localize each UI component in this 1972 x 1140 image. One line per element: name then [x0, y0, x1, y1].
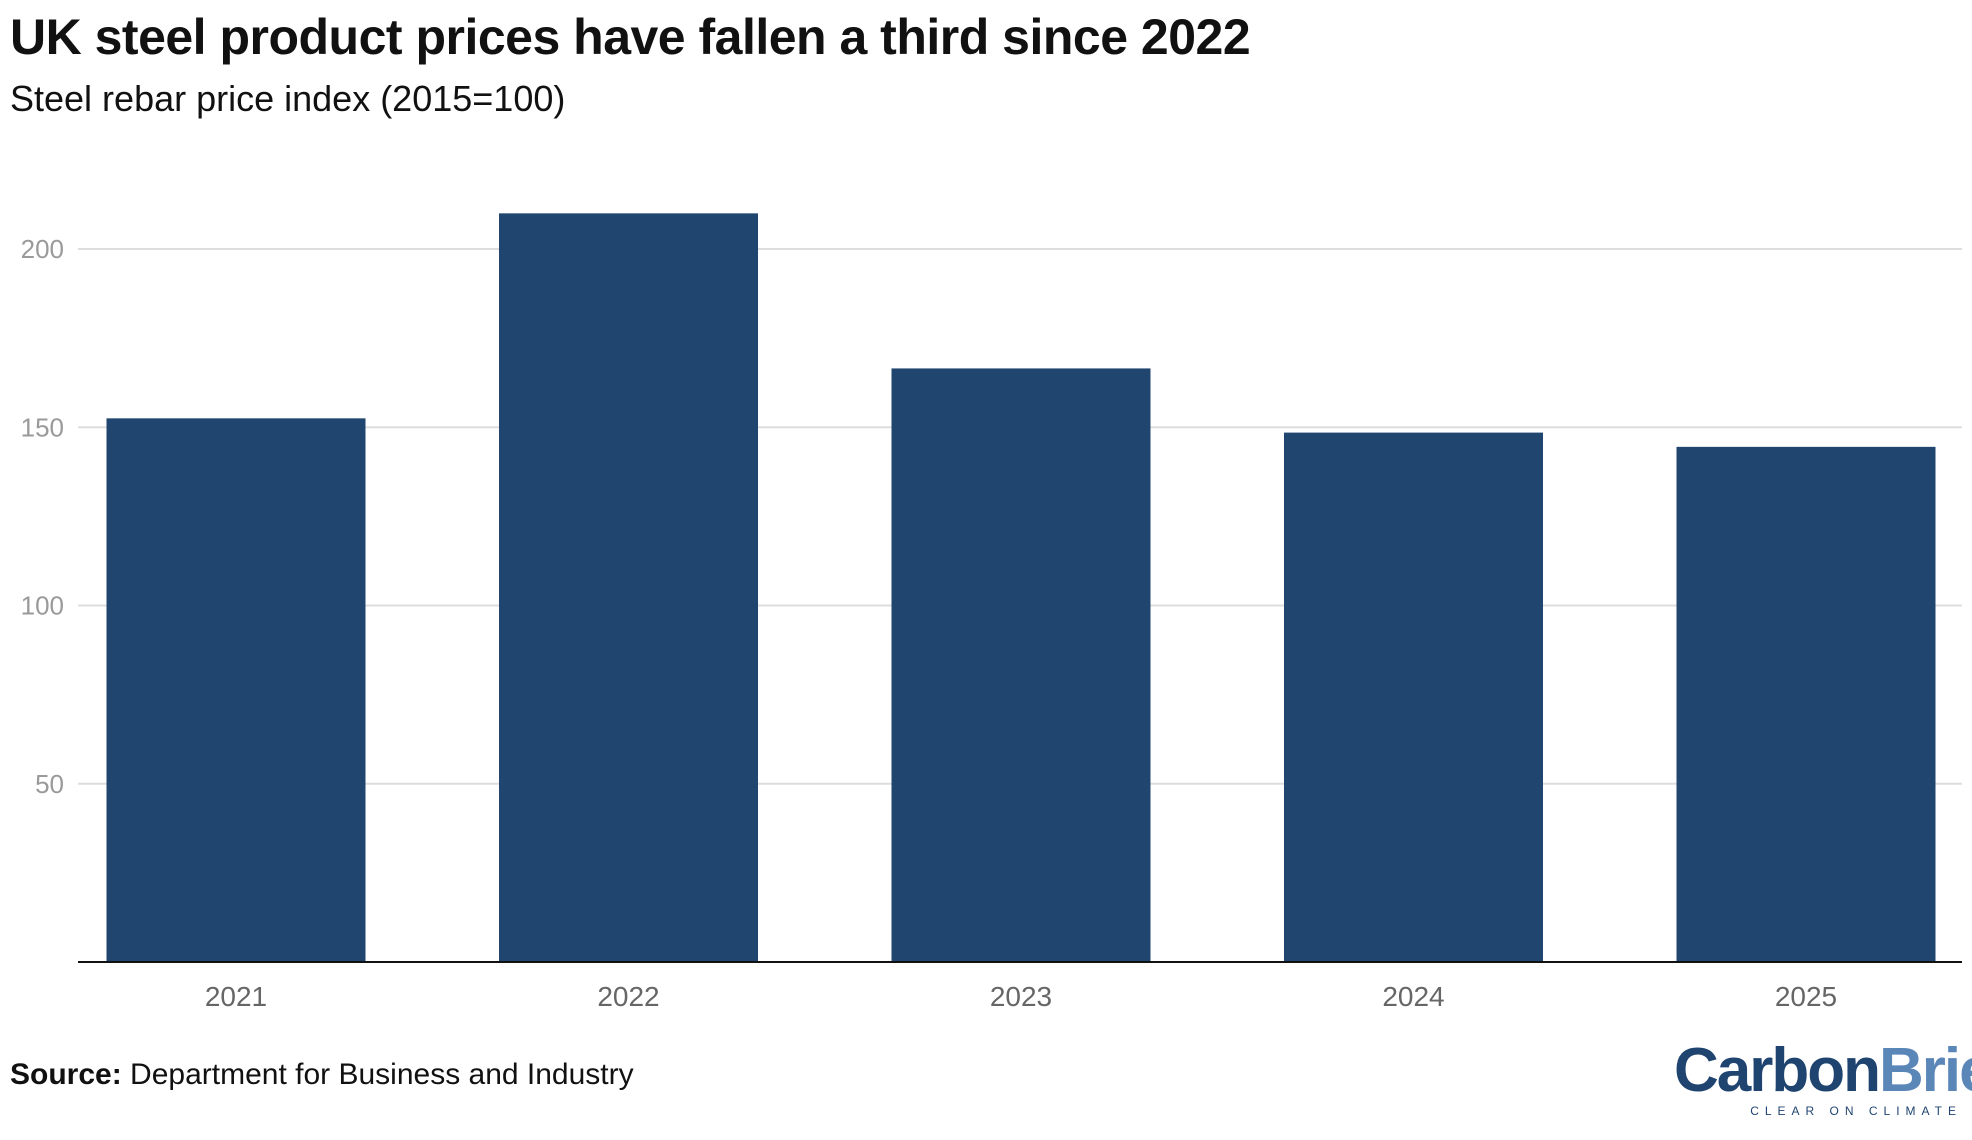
y-tick-label: 200 — [21, 234, 64, 264]
x-tick-label: 2025 — [1775, 981, 1837, 1012]
logo-word-brief: Brief — [1879, 1036, 1972, 1105]
y-axis-ticks: 50 100 150 200 — [21, 234, 64, 799]
x-tick-label: 2021 — [205, 981, 267, 1012]
logo-wordmark: CarbonBrief — [1674, 1040, 1972, 1102]
source-label: Source: — [10, 1058, 122, 1091]
x-tick-label: 2022 — [597, 981, 659, 1012]
x-tick-label: 2024 — [1382, 981, 1444, 1012]
bar-2021 — [106, 418, 366, 962]
source-text: Department for Business and Industry — [130, 1058, 634, 1091]
logo-word-carbon: Carbon — [1674, 1036, 1881, 1105]
y-tick-label: 50 — [35, 769, 64, 799]
x-tick-label: 2023 — [990, 981, 1052, 1012]
carbonbrief-logo: CarbonBrief CLEAR ON CLIMATE — [1674, 1040, 1972, 1120]
source-note: Source: Department for Business and Indu… — [10, 1058, 634, 1092]
bars — [106, 213, 1936, 963]
bar-2023 — [891, 368, 1151, 962]
y-tick-label: 100 — [21, 591, 64, 621]
y-tick-label: 150 — [21, 412, 64, 442]
chart-subtitle: Steel rebar price index (2015=100) — [10, 78, 566, 119]
chart-title: UK steel product prices have fallen a th… — [10, 9, 1251, 65]
bar-2025 — [1676, 446, 1936, 962]
bar-2024 — [1284, 432, 1543, 962]
bar-2022 — [499, 213, 758, 963]
logo-tagline: CLEAR ON CLIMATE — [1750, 1104, 1962, 1118]
x-axis-labels: 2021 2022 2023 2024 2025 — [205, 981, 1837, 1012]
